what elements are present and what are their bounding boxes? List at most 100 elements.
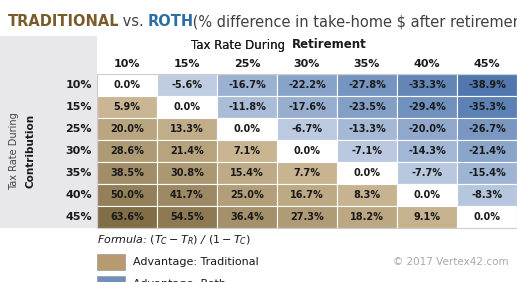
Bar xyxy=(397,206,457,228)
Text: 0.0%: 0.0% xyxy=(234,124,261,134)
Bar xyxy=(157,140,217,162)
Bar xyxy=(97,254,125,270)
Text: 40%: 40% xyxy=(414,59,440,69)
Bar xyxy=(337,118,397,140)
Text: -11.8%: -11.8% xyxy=(228,102,266,112)
Text: 21.4%: 21.4% xyxy=(170,146,204,156)
Text: Tax Rate During: Tax Rate During xyxy=(191,39,289,52)
Text: 16.7%: 16.7% xyxy=(290,190,324,200)
Text: 0.0%: 0.0% xyxy=(114,80,141,90)
Bar xyxy=(217,184,277,206)
Text: 35%: 35% xyxy=(354,59,380,69)
Text: TRADITIONAL: TRADITIONAL xyxy=(8,14,119,30)
Bar xyxy=(157,96,217,118)
Text: 25%: 25% xyxy=(66,124,92,134)
Text: 15.4%: 15.4% xyxy=(230,168,264,178)
Text: 45%: 45% xyxy=(474,59,500,69)
Text: vs.: vs. xyxy=(118,14,148,30)
Bar xyxy=(277,206,337,228)
Text: -27.8%: -27.8% xyxy=(348,80,386,90)
Text: 0.0%: 0.0% xyxy=(414,190,440,200)
Bar xyxy=(397,118,457,140)
Text: 20.0%: 20.0% xyxy=(110,124,144,134)
Text: 50.0%: 50.0% xyxy=(110,190,144,200)
Text: 18.2%: 18.2% xyxy=(350,212,384,222)
Bar xyxy=(157,74,217,96)
Text: 7.7%: 7.7% xyxy=(294,168,321,178)
Text: -8.3%: -8.3% xyxy=(472,190,503,200)
Text: -35.3%: -35.3% xyxy=(468,102,506,112)
Text: 15%: 15% xyxy=(66,102,92,112)
Bar xyxy=(457,96,517,118)
Bar xyxy=(337,140,397,162)
Bar xyxy=(337,96,397,118)
Bar xyxy=(457,206,517,228)
Text: 10%: 10% xyxy=(66,80,92,90)
Bar xyxy=(97,96,157,118)
Text: Advantage: Traditional: Advantage: Traditional xyxy=(133,257,258,267)
Bar xyxy=(157,206,217,228)
Text: -29.4%: -29.4% xyxy=(408,102,446,112)
Bar xyxy=(217,140,277,162)
Bar xyxy=(157,162,217,184)
Text: -16.7%: -16.7% xyxy=(228,80,266,90)
Bar xyxy=(397,162,457,184)
Text: -20.0%: -20.0% xyxy=(408,124,446,134)
Bar xyxy=(337,184,397,206)
Text: 13.3%: 13.3% xyxy=(170,124,204,134)
Bar xyxy=(457,118,517,140)
Text: © 2017 Vertex42.com: © 2017 Vertex42.com xyxy=(393,257,509,267)
Text: 9.1%: 9.1% xyxy=(414,212,440,222)
Bar xyxy=(277,118,337,140)
Text: -38.9%: -38.9% xyxy=(468,80,506,90)
Text: 30%: 30% xyxy=(294,59,320,69)
Text: 35%: 35% xyxy=(66,168,92,178)
Bar xyxy=(97,276,125,282)
Text: -22.2%: -22.2% xyxy=(288,80,326,90)
Bar xyxy=(457,184,517,206)
Text: Formula: $(T_C - T_R)$ / $(1 - T_C)$: Formula: $(T_C - T_R)$ / $(1 - T_C)$ xyxy=(97,233,251,247)
Text: 10%: 10% xyxy=(114,59,140,69)
Text: 30.8%: 30.8% xyxy=(170,168,204,178)
Text: (% difference in take-home $ after retirement): (% difference in take-home $ after retir… xyxy=(188,14,517,30)
Bar xyxy=(97,206,157,228)
Bar xyxy=(97,140,157,162)
Bar xyxy=(397,96,457,118)
Text: 38.5%: 38.5% xyxy=(110,168,144,178)
Bar xyxy=(277,162,337,184)
Text: -17.6%: -17.6% xyxy=(288,102,326,112)
Text: Retirement: Retirement xyxy=(292,39,367,52)
Text: -21.4%: -21.4% xyxy=(468,146,506,156)
Bar xyxy=(157,184,217,206)
Text: 25.0%: 25.0% xyxy=(230,190,264,200)
Text: Tax Rate During: Tax Rate During xyxy=(9,112,19,190)
Bar xyxy=(97,184,157,206)
Bar xyxy=(97,162,157,184)
Bar xyxy=(97,74,517,228)
Bar xyxy=(397,184,457,206)
Text: 0.0%: 0.0% xyxy=(474,212,500,222)
Text: ROTH: ROTH xyxy=(148,14,194,30)
Bar xyxy=(0,36,97,228)
Text: -7.7%: -7.7% xyxy=(412,168,443,178)
Bar xyxy=(337,74,397,96)
Text: -26.7%: -26.7% xyxy=(468,124,506,134)
Text: -13.3%: -13.3% xyxy=(348,124,386,134)
Text: 8.3%: 8.3% xyxy=(354,190,381,200)
Text: 40%: 40% xyxy=(65,190,92,200)
Bar xyxy=(217,206,277,228)
Text: 0.0%: 0.0% xyxy=(294,146,321,156)
Bar xyxy=(337,206,397,228)
Text: 27.3%: 27.3% xyxy=(290,212,324,222)
Text: -6.7%: -6.7% xyxy=(292,124,323,134)
Bar xyxy=(97,74,157,96)
Text: 63.6%: 63.6% xyxy=(110,212,144,222)
Bar xyxy=(277,96,337,118)
Text: 0.0%: 0.0% xyxy=(354,168,381,178)
Bar xyxy=(217,74,277,96)
Bar xyxy=(277,184,337,206)
Text: 15%: 15% xyxy=(174,59,200,69)
Text: 28.6%: 28.6% xyxy=(110,146,144,156)
Bar xyxy=(457,162,517,184)
Text: 36.4%: 36.4% xyxy=(230,212,264,222)
